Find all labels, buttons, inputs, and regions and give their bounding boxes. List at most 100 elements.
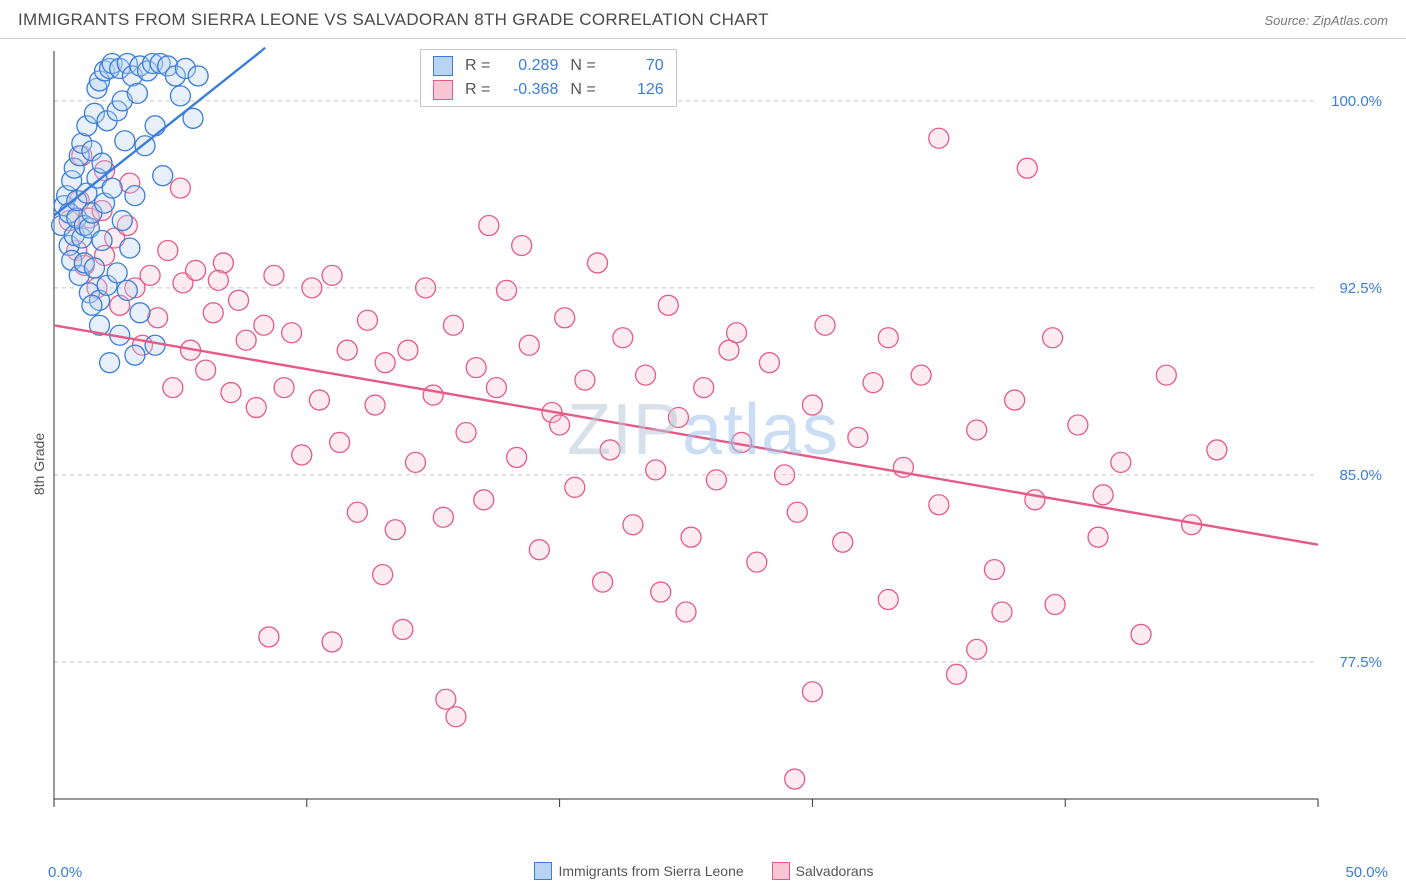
legend-item: Immigrants from Sierra Leone: [534, 862, 743, 880]
data-point: [337, 340, 357, 360]
data-point: [555, 308, 575, 328]
data-point: [158, 240, 178, 260]
data-point: [456, 422, 476, 442]
data-point: [436, 689, 456, 709]
data-point: [145, 116, 165, 136]
data-point: [833, 532, 853, 552]
data-point: [1017, 158, 1037, 178]
data-point: [575, 370, 595, 390]
data-point: [433, 507, 453, 527]
data-point: [347, 502, 367, 522]
data-point: [107, 263, 127, 283]
data-point: [600, 440, 620, 460]
data-point: [651, 582, 671, 602]
data-point: [497, 280, 517, 300]
data-point: [322, 632, 342, 652]
legend-label: Immigrants from Sierra Leone: [558, 863, 743, 879]
data-point: [984, 560, 1004, 580]
chart-source: Source: ZipAtlas.com: [1264, 13, 1388, 28]
stats-n-value: 126: [608, 81, 664, 99]
data-point: [593, 572, 613, 592]
data-point: [170, 178, 190, 198]
data-point: [1207, 440, 1227, 460]
data-point: [292, 445, 312, 465]
data-point: [406, 452, 426, 472]
y-tick-label: 92.5%: [1339, 280, 1382, 297]
data-point: [115, 131, 135, 151]
y-tick-label: 100.0%: [1331, 93, 1382, 110]
data-point: [878, 328, 898, 348]
data-point: [112, 211, 132, 231]
data-point: [186, 260, 206, 280]
data-point: [863, 373, 883, 393]
stats-r-label: R =: [465, 81, 490, 99]
data-point: [676, 602, 696, 622]
data-point: [125, 186, 145, 206]
stats-r-value: 0.289: [502, 57, 558, 75]
data-point: [1111, 452, 1131, 472]
data-point: [153, 166, 173, 186]
data-point: [929, 495, 949, 515]
data-point: [613, 328, 633, 348]
data-point: [443, 315, 463, 335]
data-point: [1156, 365, 1176, 385]
data-point: [203, 303, 223, 323]
data-point: [550, 415, 570, 435]
data-point: [236, 330, 256, 350]
y-axis-label: 8th Grade: [31, 433, 47, 495]
data-point: [1045, 595, 1065, 615]
data-point: [229, 290, 249, 310]
data-point: [375, 353, 395, 373]
stats-row: R = -0.368 N = 126: [421, 78, 676, 102]
data-point: [125, 345, 145, 365]
data-point: [127, 83, 147, 103]
data-point: [623, 515, 643, 535]
data-point: [1043, 328, 1063, 348]
data-point: [282, 323, 302, 343]
data-point: [246, 398, 266, 418]
data-point: [309, 390, 329, 410]
data-point: [1025, 490, 1045, 510]
data-point: [802, 395, 822, 415]
trend-line: [54, 325, 1318, 544]
data-point: [658, 295, 678, 315]
stats-swatch: [433, 80, 453, 100]
data-point: [208, 270, 228, 290]
stats-legend-box: R =0.289N =70 R = -0.368 N = 126: [420, 49, 677, 107]
stats-row: R =0.289N =70: [421, 54, 676, 78]
stats-r-value: -0.368: [502, 81, 558, 99]
stats-n-label: N =: [570, 81, 595, 99]
data-point: [1088, 527, 1108, 547]
data-point: [759, 353, 779, 373]
data-point: [446, 707, 466, 727]
data-point: [82, 295, 102, 315]
data-point: [474, 490, 494, 510]
y-tick-label: 77.5%: [1339, 654, 1382, 671]
data-point: [486, 378, 506, 398]
data-point: [967, 420, 987, 440]
data-point: [170, 86, 190, 106]
stats-swatch: [433, 56, 453, 76]
data-point: [727, 323, 747, 343]
y-tick-label: 85.0%: [1339, 467, 1382, 484]
data-point: [357, 310, 377, 330]
data-point: [130, 303, 150, 323]
data-point: [274, 378, 294, 398]
data-point: [519, 335, 539, 355]
data-point: [668, 408, 688, 428]
data-point: [512, 235, 532, 255]
data-point: [423, 385, 443, 405]
data-point: [967, 639, 987, 659]
data-point: [416, 278, 436, 298]
data-point: [100, 353, 120, 373]
data-point: [636, 365, 656, 385]
data-point: [848, 427, 868, 447]
data-point: [694, 378, 714, 398]
data-point: [196, 360, 216, 380]
data-point: [787, 502, 807, 522]
data-point: [254, 315, 274, 335]
data-point: [140, 265, 160, 285]
data-point: [373, 565, 393, 585]
data-point: [264, 265, 284, 285]
chart-title: IMMIGRANTS FROM SIERRA LEONE VS SALVADOR…: [18, 10, 769, 30]
